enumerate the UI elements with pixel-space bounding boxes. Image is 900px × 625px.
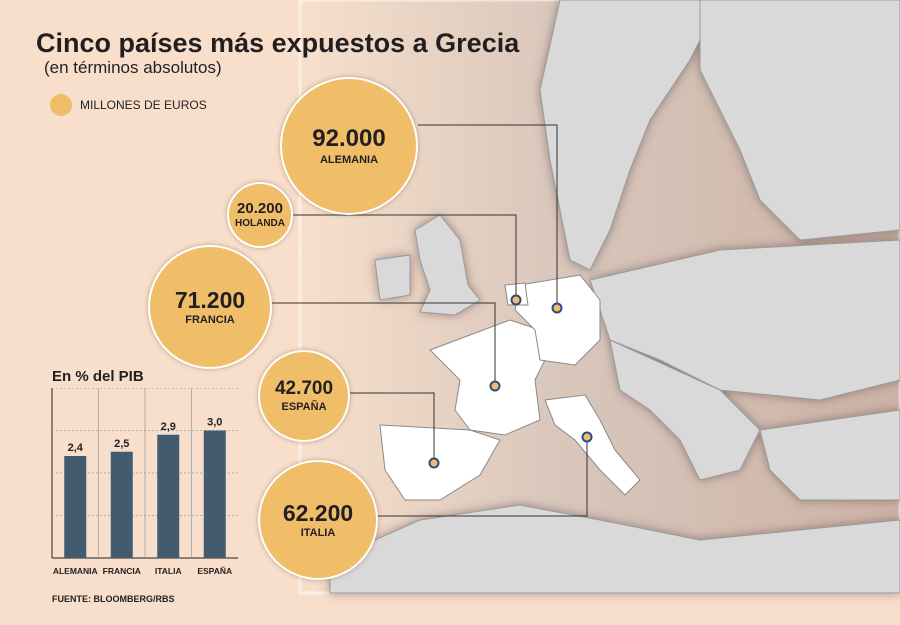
page-title: Cinco países más expuestos a Grecia [36,28,520,58]
landmass [329,0,900,594]
pib-chart-title: En % del PIB [52,368,144,385]
bubble-value: 20.200 [237,199,283,217]
marker-madrid [428,457,440,469]
bubble-country: ESPAÑA [281,400,327,413]
bubble-espana: 42.700 ESPAÑA [258,350,350,442]
germany-shape [514,274,601,366]
connector-italia [377,437,588,517]
pib-bar-label: 2,5 [114,438,129,450]
bubble-alemania: 92.000 ALEMANIA [280,77,418,215]
pib-category-label: ALEMANIA [53,566,98,576]
bubble-value: 92.000 [312,125,386,153]
bubble-francia: 71.200 FRANCIA [148,245,272,369]
pib-bar-label: 3,0 [207,417,222,429]
source-note: FUENTE: BLOOMBERG/RBS [52,594,175,604]
page-subtitle: (en términos absolutos) [44,58,222,77]
highlighted-countries [379,274,641,501]
spain-shape [379,424,501,501]
marker-berlin [551,302,563,314]
pib-bar [64,456,87,558]
bubble-country: ITALIA [300,527,336,540]
connector-espana [350,392,435,463]
bubble-country: FRANCIA [185,314,235,327]
connector-holanda [292,214,517,300]
france-shape [429,319,546,436]
pib-bar-label: 2,9 [161,421,176,433]
bubble-holanda: 20.200 HOLANDA [227,182,293,248]
bubble-value: 42.700 [274,378,334,400]
italy-shape [544,394,641,496]
connector-francia [271,302,496,386]
marker-paris [489,380,501,392]
bubble-value: 62.200 [282,499,354,526]
pib-bar [203,430,226,558]
pib-bar [110,451,133,558]
pib-bar-chart: 2,4 ALEMANIA 2,5 FRANCIA 2,9 ITALIA 3,0 ESPAÑA [51,388,238,576]
marker-amsterdam [510,294,522,306]
bubble-country: HOLANDA [235,218,285,230]
legend: MILLONES DE EUROS [50,94,207,116]
legend-label: MILLONES DE EUROS [80,98,207,112]
capital-markers [428,294,593,469]
bubble-value: 71.200 [174,286,246,313]
marker-rome [581,431,593,443]
pib-category-label: ESPAÑA [197,566,232,576]
bubble-italia: 62.200 ITALIA [258,460,378,580]
pib-category-label: FRANCIA [103,566,141,576]
connector-alemania [418,124,558,308]
legend-dot-icon [50,94,72,116]
connector-lines [271,124,588,517]
bubble-country: ALEMANIA [319,153,379,166]
pib-bar [157,434,180,558]
pib-category-label: ITALIA [155,566,182,576]
pib-bar-label: 2,4 [68,442,84,454]
